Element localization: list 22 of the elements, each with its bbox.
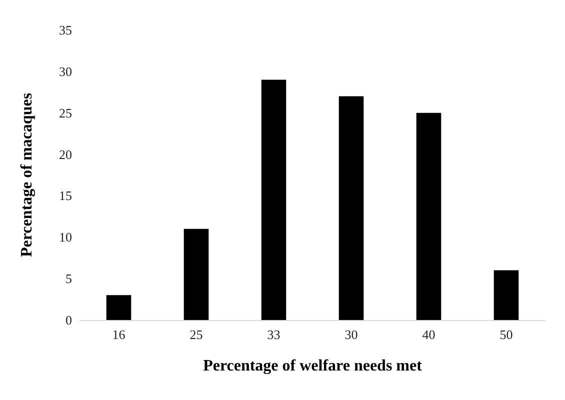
x-tick-label: 40 bbox=[422, 327, 436, 342]
y-tick-label: 25 bbox=[59, 105, 72, 120]
y-tick-label: 10 bbox=[59, 230, 72, 245]
x-tick-label: 50 bbox=[500, 327, 513, 342]
y-tick-label: 5 bbox=[66, 271, 72, 286]
x-tick-label: 25 bbox=[190, 327, 203, 342]
x-tick-label: 33 bbox=[267, 327, 280, 342]
y-tick-label: 20 bbox=[59, 146, 72, 162]
bar bbox=[184, 228, 209, 320]
bar bbox=[416, 112, 442, 320]
bar bbox=[106, 295, 132, 320]
x-tick-label: 30 bbox=[344, 327, 358, 342]
x-tick-label: 16 bbox=[112, 327, 126, 342]
y-tick-label: 15 bbox=[59, 188, 72, 204]
bar bbox=[338, 96, 364, 320]
y-axis-title: Percentage of macaques bbox=[18, 92, 36, 258]
y-tick-label: 35 bbox=[59, 22, 72, 38]
x-axis-title: Percentage of welfare needs met bbox=[203, 358, 423, 374]
y-tick-label: 0 bbox=[66, 312, 72, 328]
y-tick-label: 30 bbox=[59, 64, 72, 79]
bar bbox=[261, 80, 286, 320]
bar bbox=[494, 270, 519, 320]
